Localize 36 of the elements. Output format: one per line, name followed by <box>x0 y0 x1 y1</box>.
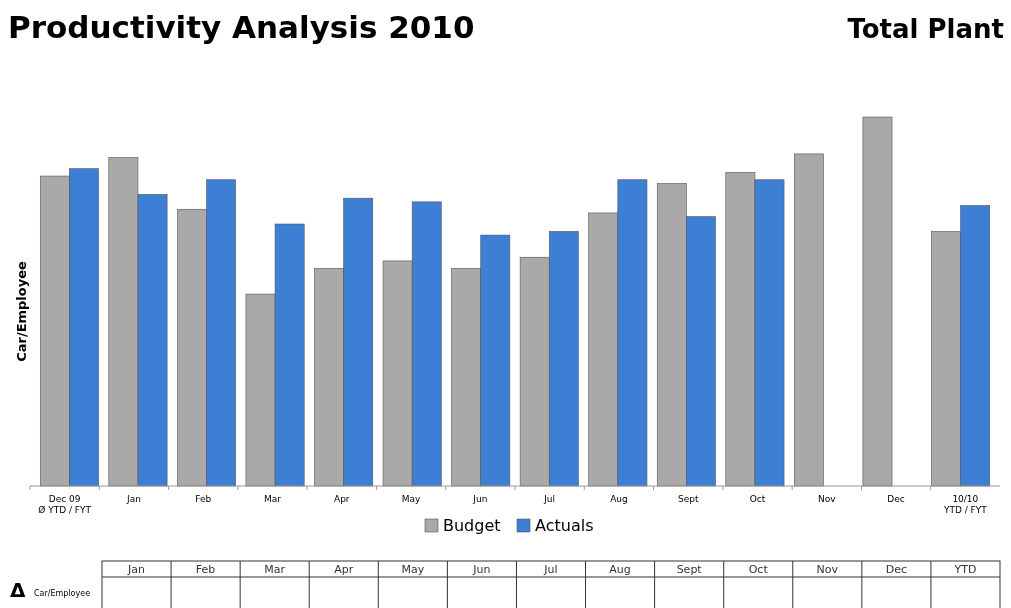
x-tick-label: May <box>401 494 422 504</box>
x-tick-label: 10/10 YTD / FYT <box>942 494 988 515</box>
bar <box>862 116 893 487</box>
x-tick-label: Jun <box>472 494 488 504</box>
text: May <box>401 563 425 576</box>
text: Aug <box>609 563 631 576</box>
x-tick-label: Jul <box>543 494 556 504</box>
text: Mar <box>264 563 286 576</box>
x-tick-label: Nov <box>818 494 837 504</box>
legend-label: Actuals <box>535 516 594 535</box>
x-tick-label: Jan <box>125 494 141 504</box>
text: YTD <box>953 563 977 576</box>
text: Jul <box>543 563 558 576</box>
text: Oct <box>748 563 769 576</box>
text: Jan <box>127 563 146 576</box>
x-tick-label: Apr <box>334 494 350 504</box>
text: Nov <box>816 563 839 576</box>
text: Car/Employee <box>34 589 91 598</box>
x-tick-label: Sept <box>677 494 699 504</box>
x-tick-label: Feb <box>195 494 212 504</box>
text: Sept <box>676 563 703 576</box>
y-axis-title: Car/Employee <box>14 260 29 362</box>
x-tick-label: Dec <box>887 494 905 504</box>
x-tick-label: Oct <box>749 494 766 504</box>
x-tick-label: Aug <box>610 494 628 504</box>
x-tick-label: Dec 09 Ø YTD / FYT <box>38 494 92 515</box>
text: Feb <box>195 563 216 576</box>
text: Apr <box>334 563 354 576</box>
text: Dec <box>885 563 908 576</box>
x-tick-label: Mar <box>264 494 282 504</box>
chart-title: Productivity Analysis 2010 <box>8 9 475 45</box>
text: Δ <box>10 578 26 602</box>
chart-subtitle: Total Plant <box>847 14 1004 44</box>
legend-label: Budget <box>443 516 501 535</box>
text: Jun <box>472 563 491 576</box>
bar <box>794 153 824 487</box>
